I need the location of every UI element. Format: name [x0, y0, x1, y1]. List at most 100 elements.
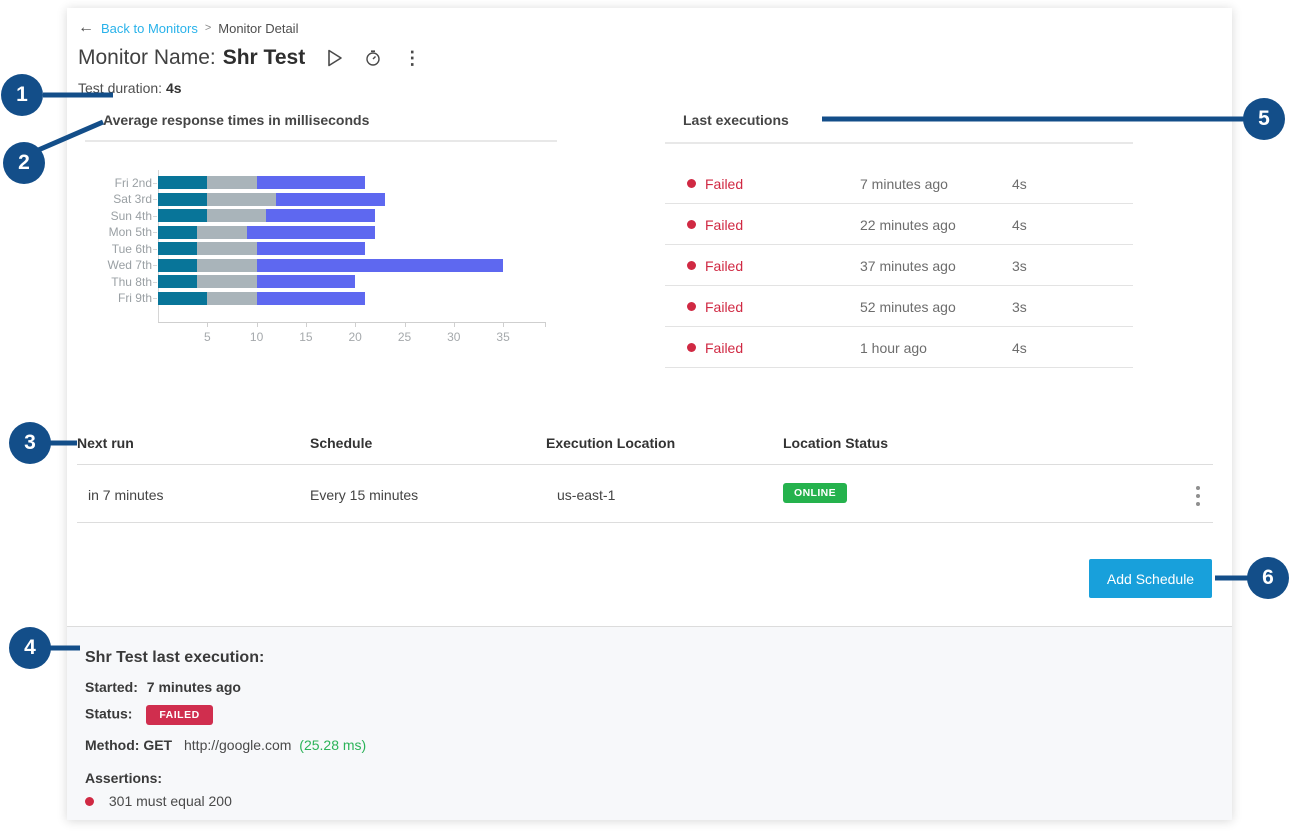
- latency-value: (25.28 ms): [299, 737, 367, 753]
- run-monitor-button[interactable]: [327, 49, 343, 67]
- back-to-monitors-link[interactable]: Back to Monitors: [101, 20, 198, 36]
- execution-row[interactable]: Failed 7 minutes ago 4s: [665, 163, 1133, 204]
- bar-segment-wait: [207, 291, 257, 305]
- chart-y-tick: [153, 182, 157, 184]
- chart-y-tick: [153, 248, 157, 250]
- assertions-label: Assertions:: [85, 770, 163, 786]
- next-run-cell: in 7 minutes: [88, 487, 164, 503]
- execution-duration: 4s: [1012, 340, 1027, 356]
- execution-row[interactable]: Failed 37 minutes ago 3s: [665, 245, 1133, 286]
- bar-segment-dns-connect: [158, 209, 208, 222]
- request-url: http://google.com: [184, 737, 292, 753]
- last-executions-title: Last executions: [683, 112, 789, 128]
- execution-row[interactable]: Failed 22 minutes ago 4s: [665, 204, 1133, 245]
- chart-x-tick: [545, 322, 546, 327]
- chart-x-tick: [404, 322, 406, 327]
- failed-dot-icon: [687, 343, 696, 352]
- schedule-cell: Every 15 minutes: [310, 487, 419, 503]
- kebab-dot: [1196, 494, 1200, 498]
- execution-time: 22 minutes ago: [860, 217, 956, 233]
- chart-x-tick-label: 10: [249, 330, 264, 344]
- bar-segment-wait: [197, 258, 257, 272]
- execution-row[interactable]: Failed 52 minutes ago 3s: [665, 286, 1133, 327]
- add-schedule-button[interactable]: Add Schedule: [1089, 559, 1212, 598]
- chart-y-tick: [153, 265, 157, 266]
- monitor-title-row: Monitor Name: Shr Test ⋮: [78, 46, 421, 70]
- failed-dot-icon: [687, 220, 696, 229]
- location-status-badge: ONLINE: [783, 483, 848, 503]
- chart-category-label: Wed 7th: [107, 258, 152, 272]
- chart-category-label: Sun 4th: [110, 208, 152, 223]
- assertion-failed-dot-icon: [85, 797, 94, 806]
- chart-y-tick: [153, 298, 157, 299]
- test-duration: Test duration: 4s: [78, 80, 182, 96]
- test-duration-label: Test duration:: [78, 80, 163, 96]
- bar-segment-wait: [207, 176, 257, 189]
- kebab-icon: ⋮: [403, 47, 422, 68]
- last-executions-divider: [665, 142, 1133, 144]
- callout-1: 1: [1, 74, 43, 116]
- chart-x-tick: [207, 322, 209, 327]
- failed-dot-icon: [687, 261, 696, 270]
- col-header-next-run: Next run: [77, 435, 134, 451]
- bar-segment-response: [256, 242, 366, 255]
- assertion-text: 301 must equal 200: [108, 793, 232, 809]
- history-button[interactable]: [365, 50, 381, 66]
- chart-x-tick-label: 25: [397, 330, 412, 344]
- execution-duration: 4s: [1012, 217, 1027, 233]
- execution-row[interactable]: Failed 1 hour ago 4s: [665, 327, 1133, 368]
- breadcrumb-current: Monitor Detail: [218, 20, 299, 36]
- chart-y-tick: [153, 281, 157, 283]
- chart-x-tick-label: 35: [496, 330, 510, 344]
- last-executions-list: Failed 7 minutes ago 4s Failed 22 minutes ag…: [665, 163, 1133, 368]
- bar-segment-wait: [207, 192, 277, 206]
- started-value: 7 minutes ago: [146, 679, 241, 695]
- execution-duration: 3s: [1012, 299, 1027, 315]
- method-line: Method: GET http://google.com (25.28 ms): [85, 737, 366, 753]
- execution-status: Failed: [705, 340, 744, 356]
- schedule-row-menu-button[interactable]: [1191, 480, 1205, 512]
- started-line: Started: 7 minutes ago: [85, 679, 241, 695]
- bar-segment-wait: [197, 275, 257, 288]
- response-times-chart: Fri 2nd Sat 3rd Sun 4th Mon 5th Tue 6th Wed 7…: [67, 8, 627, 348]
- timer-icon: [366, 50, 380, 66]
- monitor-name: Shr Test: [222, 46, 306, 69]
- execution-status: Failed: [705, 217, 744, 233]
- bar-segment-dns-connect: [158, 176, 208, 189]
- chart-category-label: Sat 3rd: [113, 192, 152, 206]
- chart-y-tick: [153, 199, 157, 200]
- monitor-menu-button[interactable]: ⋮: [403, 48, 421, 69]
- chart-x-axis: [158, 322, 545, 323]
- bar-segment-wait: [197, 242, 257, 255]
- bar-segment-response: [256, 176, 366, 189]
- col-header-location-status: Location Status: [783, 435, 889, 451]
- execution-time: 7 minutes ago: [860, 176, 948, 192]
- bar-segment-response: [256, 275, 356, 288]
- status-label: Status:: [85, 705, 133, 722]
- chart-category-label: Mon 5th: [108, 225, 152, 239]
- chart-x-tick-label: 30: [447, 330, 461, 344]
- status-line: Status: FAILED: [85, 705, 213, 725]
- callout-5: 5: [1243, 98, 1285, 140]
- monitor-title-label: Monitor Name:: [78, 46, 216, 69]
- bar-segment-dns-connect: [158, 225, 198, 239]
- chart-y-tick: [153, 232, 157, 233]
- chart-y-tick: [153, 215, 157, 217]
- chart-category-label: Fri 2nd: [114, 175, 152, 190]
- back-arrow-icon[interactable]: ←: [78, 19, 94, 36]
- last-execution-section: Shr Test last execution: Started: 7 minu…: [67, 626, 1232, 820]
- chart-category-label: Tue 6th: [111, 241, 152, 256]
- chart-x-tick: [305, 322, 307, 327]
- method-label: Method: GET: [85, 737, 173, 753]
- bar-segment-dns-connect: [158, 291, 208, 305]
- failed-status-badge: FAILED: [146, 705, 213, 725]
- execution-duration: 3s: [1012, 258, 1027, 274]
- chart-x-tick: [355, 322, 357, 327]
- bar-segment-response: [246, 225, 375, 239]
- execution-status: Failed: [705, 176, 744, 192]
- started-label: Started:: [85, 679, 138, 695]
- bar-segment-dns-connect: [158, 242, 198, 255]
- monitor-detail-card: ← Back to Monitors > Monitor Detail Moni…: [67, 8, 1232, 820]
- assertion-item: 301 must equal 200: [85, 793, 232, 809]
- breadcrumb: ← Back to Monitors > Monitor Detail: [78, 20, 298, 36]
